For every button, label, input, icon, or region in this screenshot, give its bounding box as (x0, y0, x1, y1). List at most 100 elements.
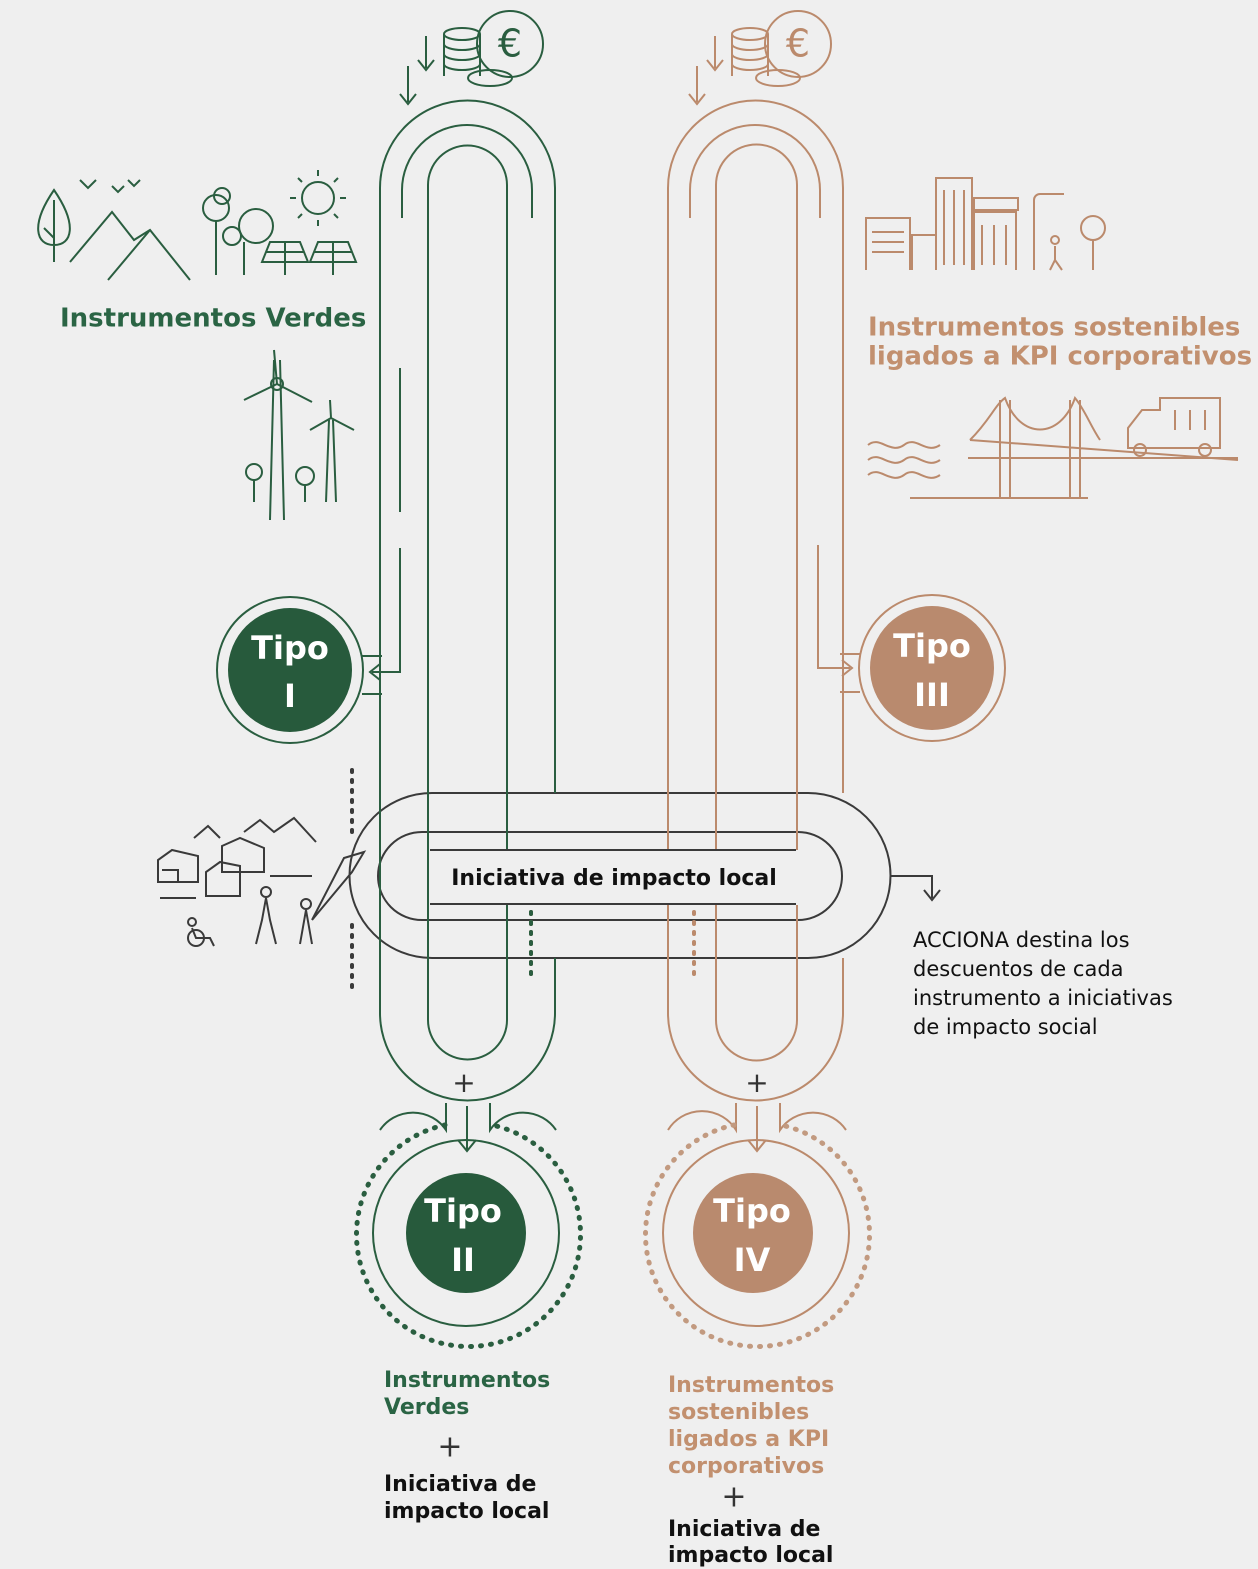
green-label: Instrumentos Verdes (60, 304, 366, 334)
line-art (662, 1139, 850, 1327)
result-instrument: sostenibles (668, 1400, 809, 1425)
line-art (867, 441, 941, 479)
line-art (689, 124, 821, 218)
line-art (890, 875, 941, 902)
tipo-3-connector (840, 653, 860, 693)
line-art (865, 177, 1064, 270)
tipo-1: Tipo I (216, 596, 364, 744)
line-art (216, 596, 364, 744)
tipo-2: Tipo II (354, 1122, 583, 1349)
result-initiative: Iniciativa de (668, 1517, 820, 1542)
note-line: de impacto social (913, 1015, 1098, 1039)
line-art (228, 608, 352, 732)
line-art (79, 179, 141, 194)
brown-tube (667, 36, 854, 1153)
line-art (457, 1106, 477, 1153)
line-art (667, 99, 844, 1102)
tipo-number: III (914, 676, 950, 714)
line-art (213, 187, 231, 205)
local-loop (348, 768, 941, 992)
line-art (309, 399, 355, 503)
tipo-label: Tipo (251, 629, 329, 667)
euro: € (498, 22, 522, 66)
line-art (260, 886, 272, 898)
line-art (222, 226, 242, 246)
line-art (401, 124, 533, 218)
result-initiative: impacto local (384, 1499, 549, 1524)
line-art (693, 1173, 813, 1293)
result-plus: + (437, 1430, 462, 1465)
tipo-1-connector (362, 655, 382, 695)
coin-brown: € (731, 10, 832, 87)
line-art (243, 349, 313, 521)
line-art (747, 1106, 767, 1153)
line-art (427, 144, 508, 1061)
line-art (37, 188, 71, 262)
result-plus: + (721, 1480, 746, 1515)
line-art (290, 170, 346, 226)
line-art (870, 606, 994, 730)
line-art (69, 210, 191, 281)
line-art (191, 927, 215, 947)
line-art (643, 1122, 872, 1349)
tipo-label: Tipo (893, 627, 971, 665)
line-art (354, 1122, 583, 1349)
line-art (255, 897, 277, 945)
line-art (379, 99, 556, 1102)
note: ACCIONA destina los descuentos de cada i… (913, 928, 1173, 1039)
line-art (910, 396, 1239, 499)
line-art (399, 36, 435, 106)
line-art (300, 898, 312, 910)
local-icons (157, 816, 367, 947)
line-art (406, 1173, 526, 1293)
line-art (301, 181, 335, 215)
line-art (476, 10, 544, 78)
note-line: instrumento a iniciativas (913, 986, 1173, 1010)
label-box (430, 850, 796, 904)
line-art (372, 1139, 560, 1327)
note-line: ACCIONA destina los (913, 928, 1130, 952)
label-box-lines (430, 849, 796, 905)
result-initiative: impacto local (668, 1543, 833, 1568)
result-initiative: Iniciativa de (384, 1472, 536, 1497)
line-art (1198, 443, 1212, 457)
tipo-number: I (284, 677, 296, 715)
result-brown: Instrumentos sostenibles ligados a KPI c… (668, 1373, 834, 1568)
tipo-label: Tipo (713, 1192, 791, 1230)
brown-label: ligados a KPI corporativos (868, 342, 1252, 372)
line-art (688, 36, 724, 106)
line-art (1049, 246, 1063, 271)
line-art (270, 377, 284, 391)
line-art (157, 836, 312, 899)
brown-label: Instrumentos sostenibles (868, 313, 1240, 343)
green-icons (37, 170, 358, 521)
result-instrument: Instrumentos (668, 1373, 834, 1398)
result-instrument: Instrumentos (384, 1368, 550, 1393)
line-art (764, 10, 832, 78)
line-art (193, 816, 317, 843)
line-art (731, 34, 769, 76)
line-art (817, 545, 854, 677)
line-art (299, 850, 367, 945)
line-art (368, 368, 401, 681)
tube-plus: + (745, 1066, 768, 1099)
line-art (1133, 443, 1147, 457)
tipo-number: II (451, 1241, 475, 1279)
tipo-4: Tipo IV (643, 1122, 872, 1349)
tipo-number: IV (734, 1241, 771, 1279)
tube-plus: + (452, 1066, 475, 1099)
tipo-3: Tipo III (858, 594, 1006, 742)
result-instrument: Verdes (384, 1395, 469, 1420)
note-line: descuentos de cada (913, 957, 1124, 981)
euro: € (786, 22, 810, 66)
center-label: Iniciativa de impacto local (451, 866, 777, 891)
line-art (443, 34, 481, 76)
line-art (1127, 397, 1221, 449)
line-art (1050, 235, 1060, 245)
result-green: Instrumentos Verdes + Iniciativa de impa… (384, 1368, 550, 1524)
result-instrument: corporativos (668, 1454, 824, 1479)
tipo-label: Tipo (424, 1192, 502, 1230)
line-art (260, 241, 358, 275)
